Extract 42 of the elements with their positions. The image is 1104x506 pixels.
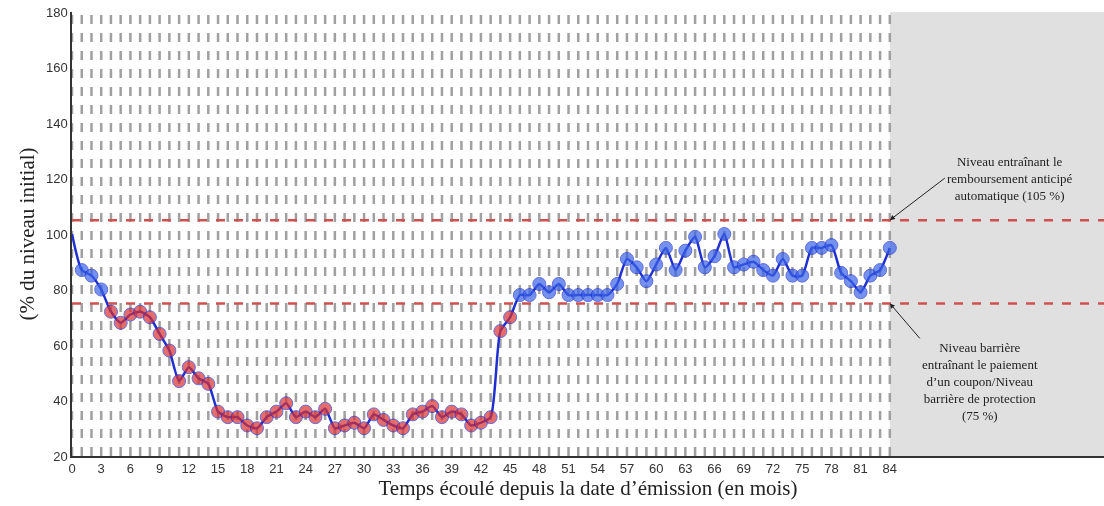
x-tick-label: 9 — [156, 461, 164, 477]
y-tick-label: 180 — [45, 4, 68, 20]
annotation: Niveau entraînant le remboursement anticipé automatique (105 %) — [947, 154, 1073, 203]
x-tick-label: 15 — [210, 461, 226, 477]
x-tick-label: 84 — [882, 461, 898, 477]
x-tick-label: 6 — [126, 461, 135, 477]
x-tick-label: 63 — [678, 461, 693, 477]
y-tick-label: 140 — [45, 115, 68, 131]
x-tick-label: 81 — [853, 461, 868, 477]
x-tick-label: 27 — [327, 461, 343, 477]
x-tick-label: 72 — [765, 461, 781, 477]
y-tick-label: 120 — [45, 171, 68, 187]
x-tick-label: 33 — [386, 461, 401, 477]
y-axis-title: (% du niveau initial) — [14, 147, 39, 321]
x-tick-label: 39 — [444, 461, 459, 477]
x-axis-title: Temps écoulé depuis la date d’émission (en mois) — [378, 476, 798, 501]
x-tick-label: 12 — [181, 461, 197, 477]
x-tick-label: 0 — [68, 461, 76, 477]
x-tick-label: 21 — [269, 461, 284, 477]
x-tick-label: 36 — [415, 461, 430, 477]
y-tick-label: 100 — [45, 226, 68, 242]
x-tick-label: 57 — [619, 461, 635, 477]
x-tick-label: 66 — [707, 461, 722, 477]
x-tick-label: 48 — [532, 461, 547, 477]
x-tick-label: 69 — [736, 461, 751, 477]
x-tick-label: 3 — [97, 461, 105, 477]
x-tick-label: 75 — [794, 461, 810, 477]
x-tick-label: 78 — [824, 461, 839, 477]
x-tick-label: 54 — [590, 461, 605, 477]
y-tick-label: 40 — [53, 393, 68, 409]
y-tick-label: 80 — [53, 282, 68, 298]
y-tick-label: 20 — [53, 448, 68, 464]
x-tick-label: 51 — [561, 461, 576, 477]
x-tick-label: 42 — [473, 461, 489, 477]
annotation: Niveau barrière entraînant le paiement d’un coupon/Niveau barrière de protection (75 %) — [922, 340, 1038, 423]
x-tick-label: 60 — [648, 461, 664, 477]
y-tick-label: 160 — [45, 60, 68, 76]
x-tick-label: 45 — [502, 461, 518, 477]
x-tick-label: 24 — [298, 461, 313, 477]
y-tick-label: 60 — [53, 337, 68, 353]
x-tick-label: 30 — [356, 461, 372, 477]
x-tick-label: 18 — [240, 461, 255, 477]
